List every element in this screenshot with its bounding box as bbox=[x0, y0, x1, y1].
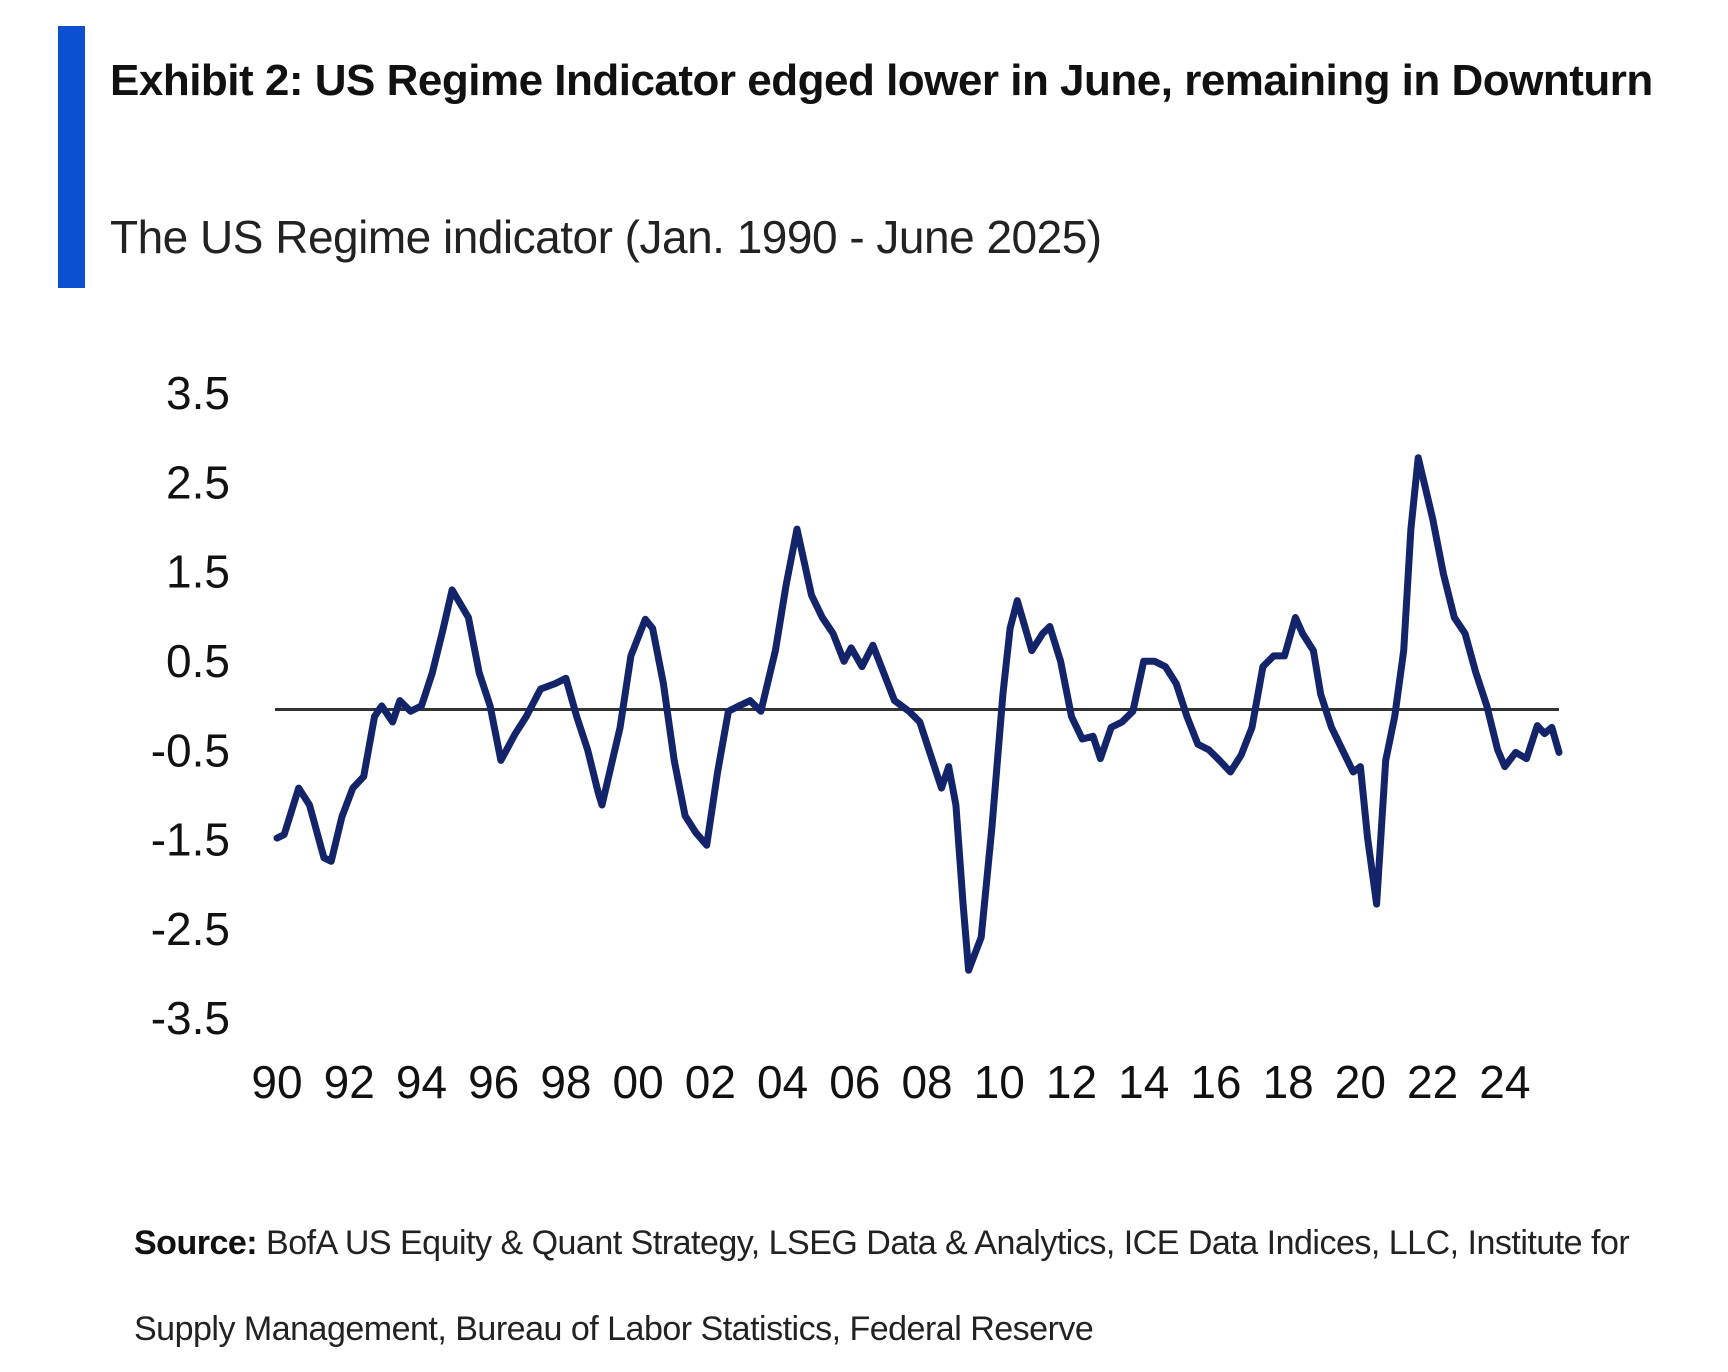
x-tick-label: 14 bbox=[1118, 1056, 1169, 1108]
x-tick-label: 00 bbox=[613, 1056, 664, 1108]
y-tick-label: 2.5 bbox=[166, 456, 230, 508]
x-tick-label: 24 bbox=[1479, 1056, 1530, 1108]
x-tick-label: 06 bbox=[829, 1056, 880, 1108]
y-tick-label: -2.5 bbox=[151, 903, 230, 955]
x-tick-label: 16 bbox=[1190, 1056, 1241, 1108]
chart-subtitle: The US Regime indicator (Jan. 1990 - Jun… bbox=[110, 211, 1102, 263]
source-text: BofA US Equity & Quant Strategy, LSEG Da… bbox=[134, 1224, 1630, 1348]
y-tick-label: 0.5 bbox=[166, 635, 230, 687]
x-tick-label: 90 bbox=[251, 1056, 302, 1108]
y-tick-label: 3.5 bbox=[166, 367, 230, 419]
data-line bbox=[273, 454, 1563, 974]
accent-bar bbox=[58, 26, 85, 288]
x-tick-label: 12 bbox=[1046, 1056, 1097, 1108]
x-tick-label: 98 bbox=[540, 1056, 591, 1108]
x-tick-label: 96 bbox=[468, 1056, 519, 1108]
y-tick-label: -0.5 bbox=[151, 724, 230, 776]
x-tick-label: 20 bbox=[1335, 1056, 1386, 1108]
x-tick-label: 94 bbox=[396, 1056, 447, 1108]
x-tick-label: 08 bbox=[901, 1056, 952, 1108]
y-tick-label: -3.5 bbox=[151, 992, 230, 1044]
x-tick-label: 92 bbox=[324, 1056, 375, 1108]
x-tick-label: 04 bbox=[757, 1056, 808, 1108]
chart: 3.5 2.5 1.5 0.5 -0.5 -1.5 -2.5 -3.5 90 92 94 96 98 00… bbox=[151, 367, 1563, 1108]
x-tick-label: 10 bbox=[974, 1056, 1025, 1108]
source-note: Source: BofA US Equity & Quant Strategy,… bbox=[134, 1200, 1674, 1372]
x-tick-label: 22 bbox=[1407, 1056, 1458, 1108]
source-label: Source: bbox=[134, 1224, 258, 1262]
chart-title: Exhibit 2: US Regime Indicator edged low… bbox=[110, 56, 1653, 105]
x-tick-label: 18 bbox=[1263, 1056, 1314, 1108]
y-tick-label: -1.5 bbox=[151, 814, 230, 866]
x-tick-label: 02 bbox=[685, 1056, 736, 1108]
y-tick-label: 1.5 bbox=[166, 546, 230, 598]
